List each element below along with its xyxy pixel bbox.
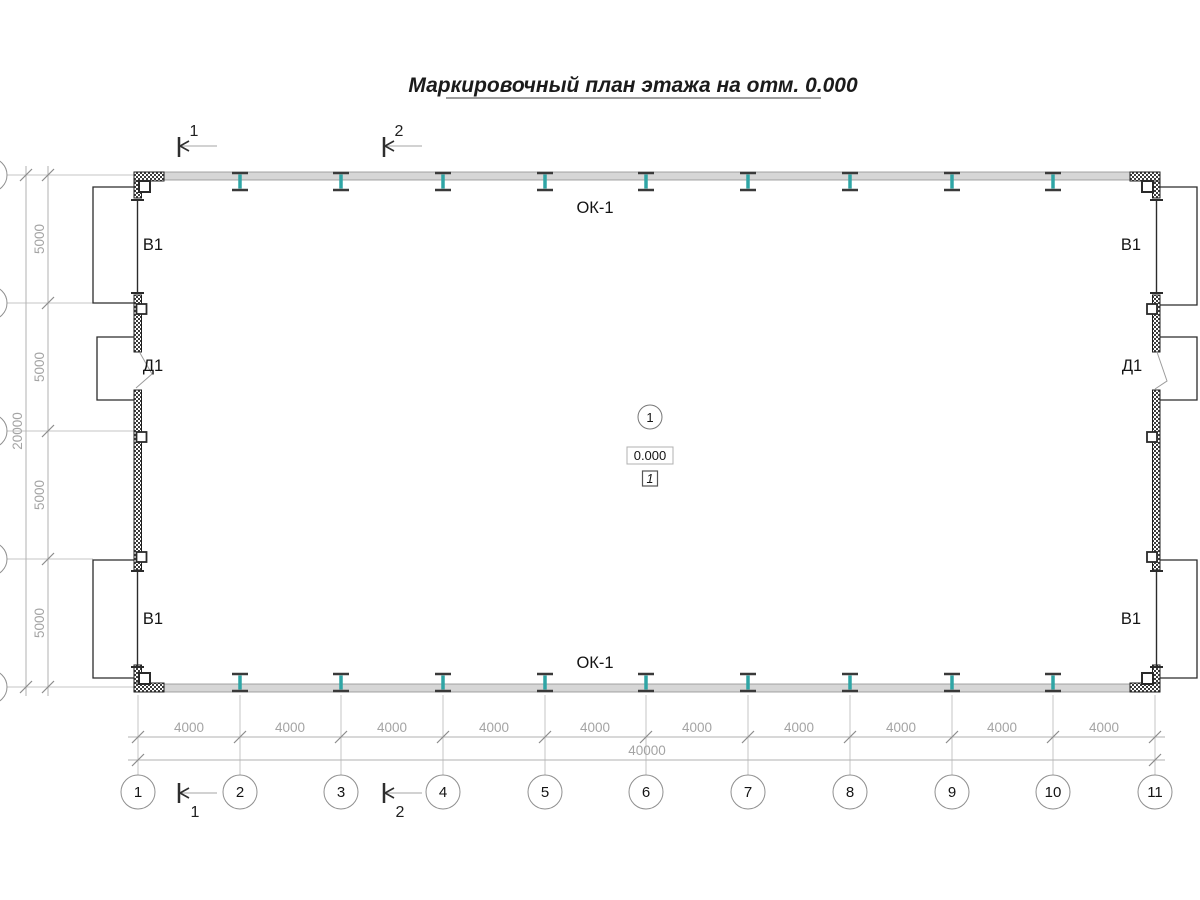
platform-outline	[92, 559, 134, 679]
bottom-grid: 4000 4000 4000 4000 4000 4000 4000 4000 …	[128, 695, 1165, 775]
corner-column-icon	[1129, 171, 1161, 182]
row-axis-bubble	[0, 416, 8, 446]
corner-column-icon	[133, 171, 165, 182]
gate-leaves	[131, 199, 1163, 668]
axis-number: 1	[134, 784, 142, 801]
elevation-box	[626, 446, 674, 465]
wall-column-icon	[135, 431, 148, 443]
platform-outline	[1160, 336, 1198, 401]
dimension-label: 5000	[32, 352, 47, 382]
door-label: Д1	[143, 357, 163, 375]
platform-outline	[1160, 559, 1198, 679]
wall-column-icon	[1146, 303, 1158, 315]
row-axis-bubble	[0, 160, 8, 190]
section-mark-number: 2	[396, 804, 405, 821]
section-mark-number: 2	[395, 123, 404, 140]
axis-number: 7	[744, 784, 752, 801]
row-axis-bubble	[0, 544, 8, 574]
platforms	[92, 186, 1198, 679]
dimension-label: 4000	[275, 720, 305, 735]
gate-label: В1	[1121, 236, 1141, 254]
axis-number: 11	[1147, 784, 1163, 801]
door-swing	[135, 352, 153, 389]
room-number: 1	[646, 410, 653, 425]
wall-column-icon	[1146, 551, 1158, 563]
axis-number: 8	[846, 784, 854, 801]
door-label: Д1	[1122, 357, 1142, 375]
wall-column-icon	[135, 303, 148, 315]
platform-outline	[96, 336, 134, 401]
dimension-label: 4000	[1089, 720, 1119, 735]
wall-column-icon	[1146, 431, 1158, 443]
total-dimension-label: 20000	[10, 412, 25, 450]
floor-type-number: 1	[647, 472, 654, 486]
axis-number: 9	[948, 784, 956, 801]
dimension-label: 4000	[682, 720, 712, 735]
window-label: ОК-1	[576, 199, 613, 217]
gate-label: В1	[143, 610, 163, 628]
dimension-label: 4000	[784, 720, 814, 735]
left-wall-segment	[133, 294, 142, 353]
section-mark-number: 1	[190, 123, 199, 140]
walls	[133, 171, 1161, 693]
platform-outline	[92, 186, 134, 304]
dimension-label: 5000	[32, 480, 47, 510]
right-wall-segment	[1152, 389, 1161, 571]
axis-number: 10	[1045, 784, 1062, 801]
right-wall-segment	[1152, 294, 1161, 353]
row-axis-bubble	[0, 288, 8, 318]
door-swing	[1154, 351, 1168, 390]
gate-label: В1	[1121, 610, 1141, 628]
axis-number: 4	[439, 784, 447, 801]
section-mark-number: 1	[191, 804, 200, 821]
corner-column-notch	[138, 672, 151, 685]
wall-column-icon	[135, 551, 148, 563]
dimension-label: 4000	[886, 720, 916, 735]
platform-outline	[1160, 186, 1198, 306]
window-label: ОК-1	[576, 654, 613, 672]
dimension-label: 4000	[987, 720, 1017, 735]
dimension-label: 4000	[479, 720, 509, 735]
steel-columns	[230, 171, 1063, 693]
dimension-label: 4000	[174, 720, 204, 735]
floor-type-box	[641, 470, 659, 487]
column-axis-bubbles: 1 2 3 4 5 6 7 8 9 10 11	[120, 774, 1173, 810]
gate-label: В1	[143, 236, 163, 254]
elevation-value: 0.000	[634, 448, 667, 463]
axis-number: 2	[236, 784, 244, 801]
total-dimension-label: 40000	[628, 743, 666, 758]
dimension-label: 5000	[32, 224, 47, 254]
room-number-circle	[637, 404, 663, 430]
axis-number: 6	[642, 784, 650, 801]
section-marks: 1 2 1 2	[177, 123, 422, 821]
left-grid: 5000 5000 5000 5000 20000	[0, 160, 134, 702]
left-wall-segment	[133, 389, 142, 571]
dimension-label: 4000	[580, 720, 610, 735]
axis-number: 3	[337, 784, 345, 801]
door-swings	[135, 351, 1168, 390]
corner-column-notch	[1141, 180, 1154, 193]
row-axis-bubble	[0, 672, 8, 702]
opening-labels: ОК-1 ОК-1 В1 В1 В1 В1 Д1 Д1	[143, 199, 1142, 672]
corner-column-notch	[1141, 672, 1154, 685]
dimension-label: 4000	[377, 720, 407, 735]
dimension-label: 5000	[32, 608, 47, 638]
axis-number: 5	[541, 784, 549, 801]
room-tags: 1 0.000 1	[626, 404, 674, 487]
corner-column-notch	[138, 180, 151, 193]
page-title: Маркировочный план этажа на отм. 0.000	[408, 74, 858, 97]
